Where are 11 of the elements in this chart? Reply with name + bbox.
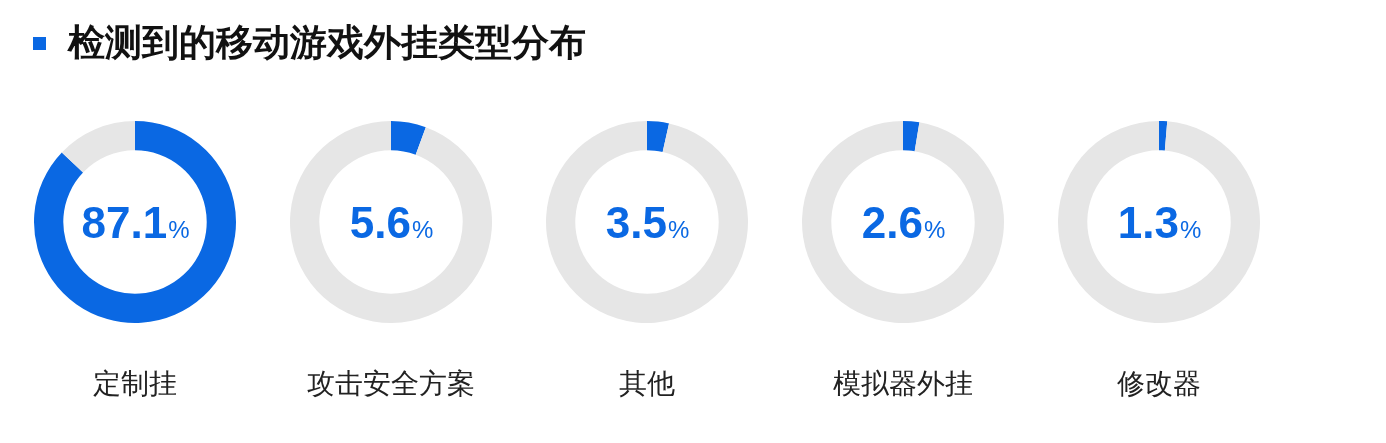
text: 87.1%: [81, 198, 190, 247]
text: 2.6%: [861, 198, 946, 247]
text: 检测到的移动游戏外挂类型分布: [68, 22, 586, 63]
text: 模拟器外挂: [833, 367, 973, 399]
text: 修改器: [1117, 367, 1201, 399]
text: 其他: [619, 367, 675, 399]
text: 1.3%: [1117, 198, 1202, 247]
text: 攻击安全方案: [307, 367, 475, 399]
text: 3.5%: [605, 198, 690, 247]
text: 5.6%: [349, 198, 434, 247]
text: 定制挂: [93, 367, 177, 399]
